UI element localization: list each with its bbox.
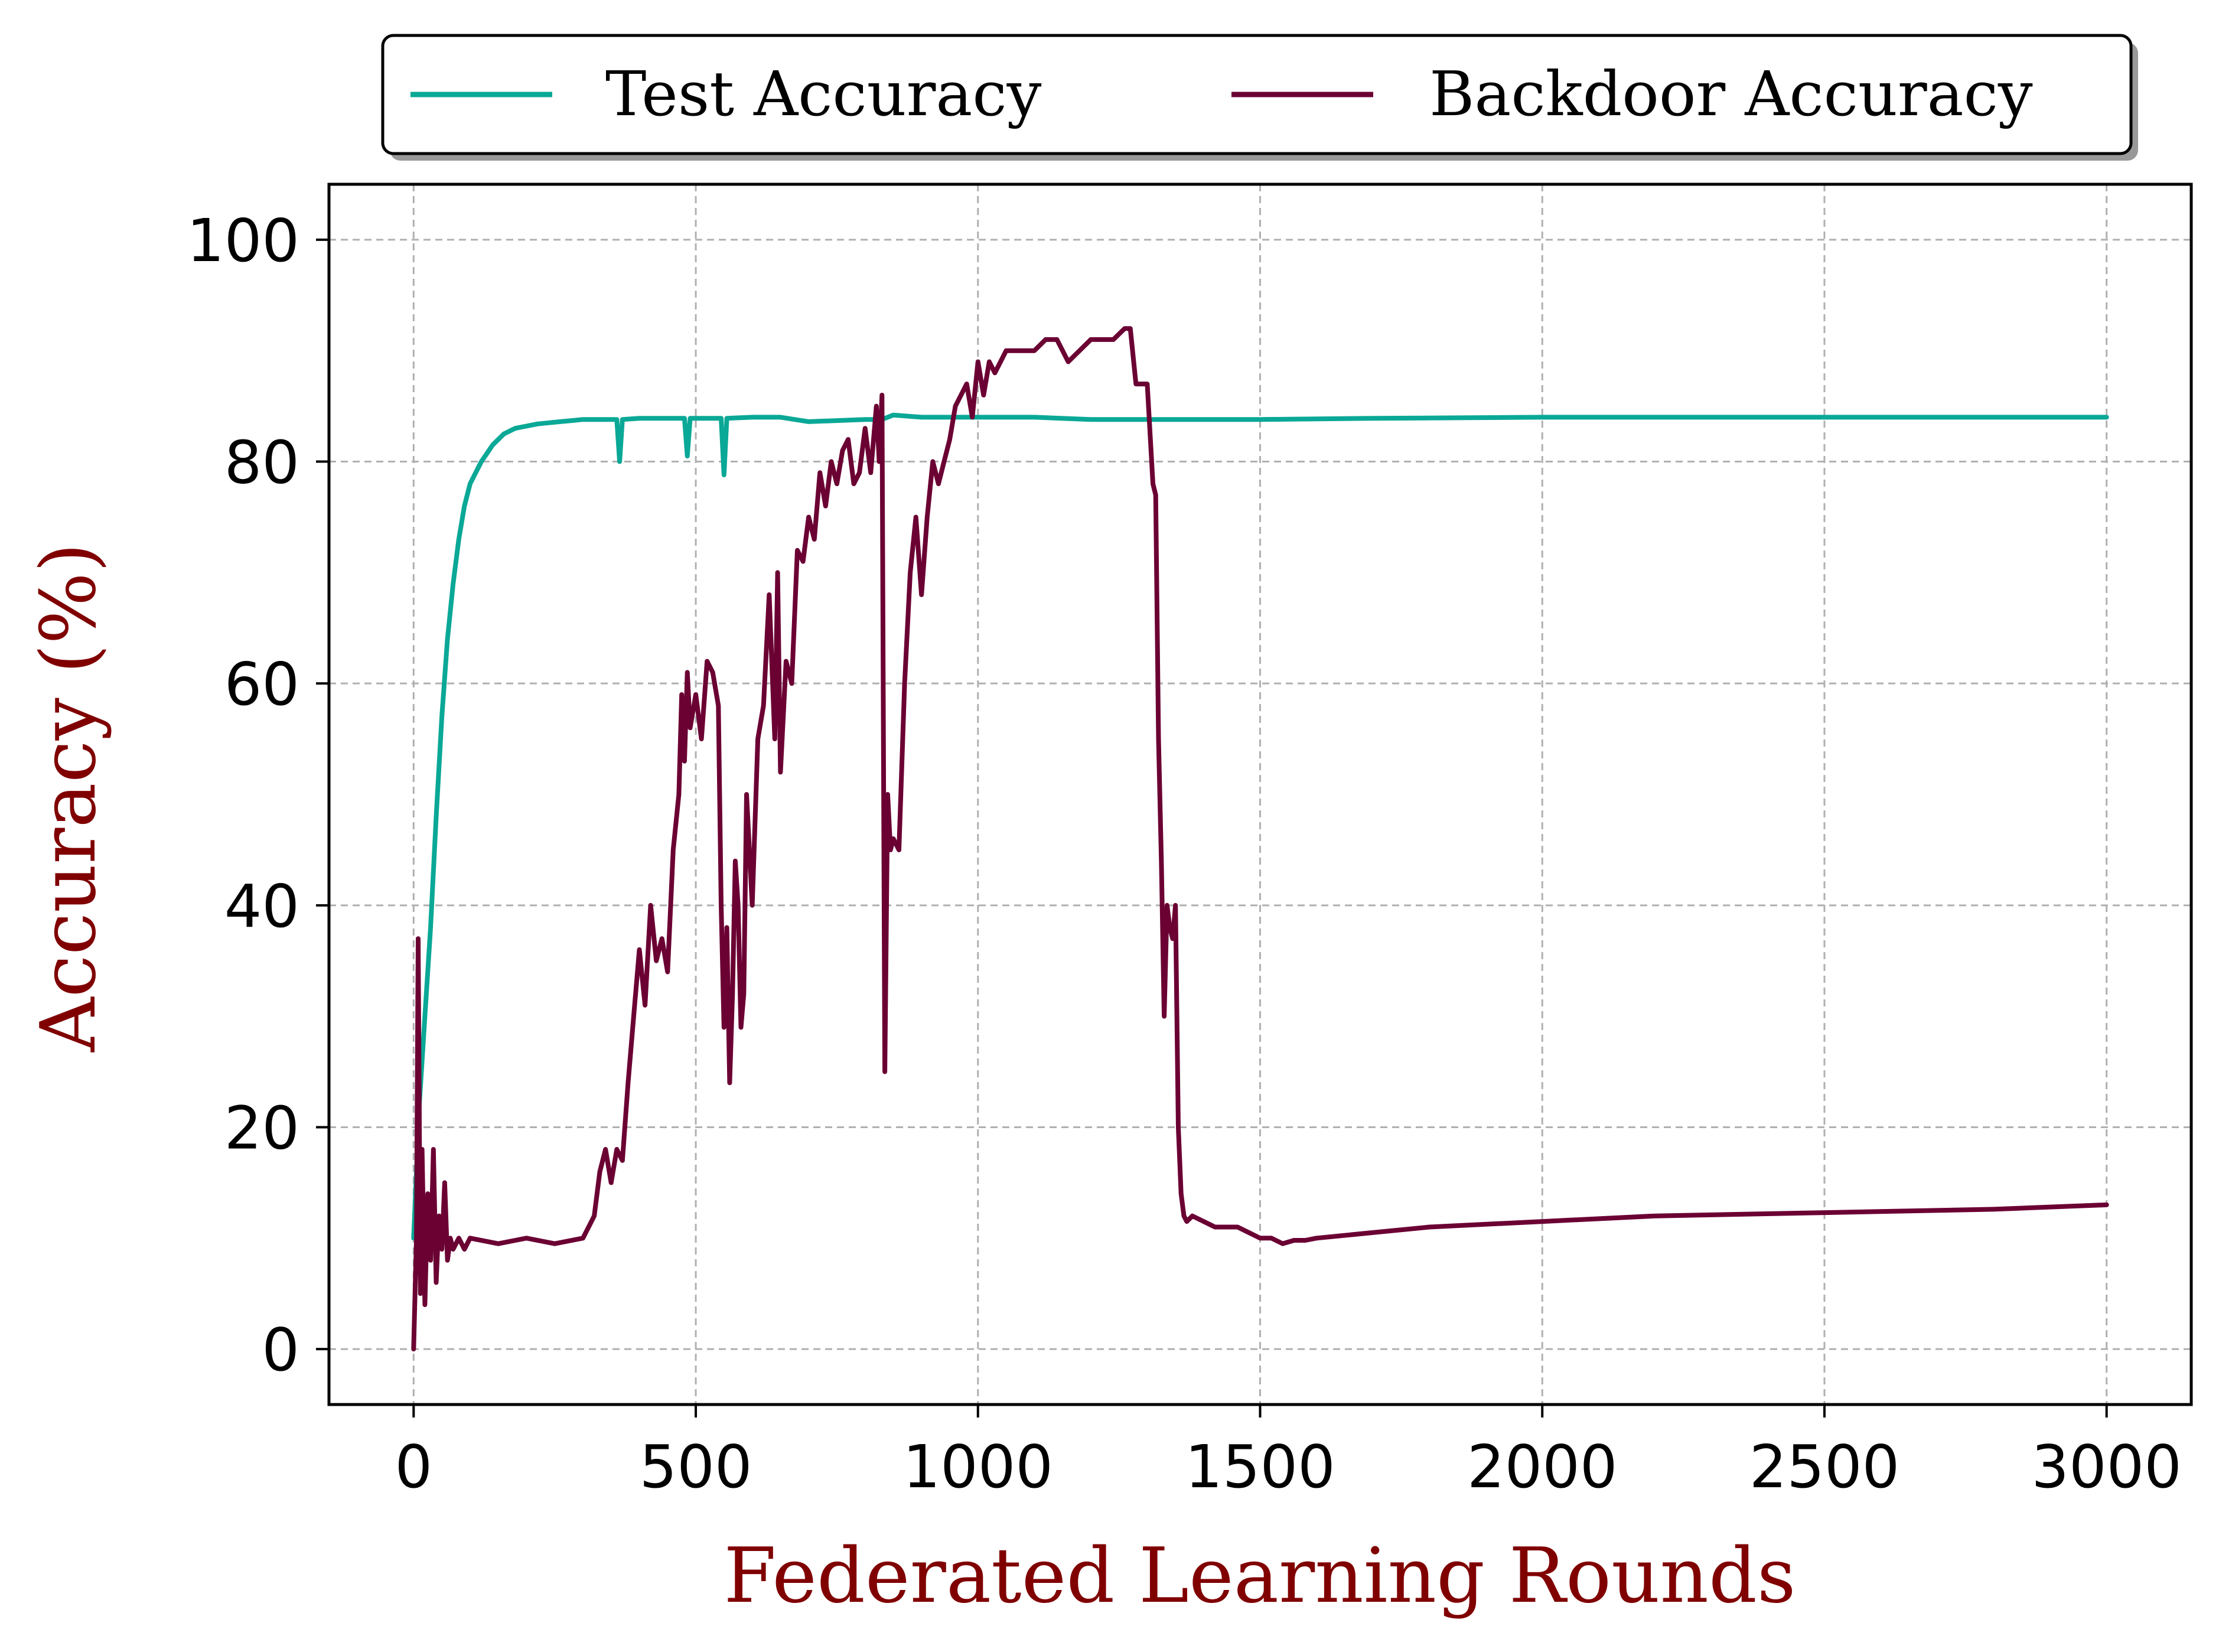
x-tick-label: 500 <box>640 1432 752 1501</box>
legend-label-test-accuracy: Test Accuracy <box>605 58 1042 130</box>
x-tick-label: 2500 <box>1749 1432 1900 1501</box>
y-tick-label: 100 <box>187 206 299 275</box>
x-tick-label: 0 <box>395 1432 433 1501</box>
x-tick-label: 1500 <box>1185 1432 1335 1501</box>
x-tick-label: 2000 <box>1467 1432 1618 1501</box>
x-tick-label: 1000 <box>903 1432 1054 1501</box>
x-axis-label: Federated Learning Rounds <box>724 1532 1796 1620</box>
y-axis-label: Accuracy (%) <box>25 543 113 1053</box>
y-tick-label: 80 <box>224 428 299 497</box>
x-tick-label: 3000 <box>2031 1432 2182 1501</box>
y-tick-label: 40 <box>224 872 299 941</box>
legend: Test Accuracy Backdoor Accuracy <box>381 34 2138 161</box>
legend-label-backdoor-accuracy: Backdoor Accuracy <box>1429 58 2033 130</box>
y-tick-label: 20 <box>224 1093 299 1162</box>
grid <box>329 184 2191 1405</box>
series-line-backdoor-accuracy <box>411 326 2109 1352</box>
series-line-test-accuracy <box>411 412 2109 1241</box>
series-group <box>411 326 2109 1352</box>
axis-ticks: 0 500 1000 1500 2000 2500 3000 0 20 40 60 80 100 <box>187 206 2182 1501</box>
y-tick-label: 60 <box>224 650 299 719</box>
y-tick-label: 0 <box>262 1315 299 1384</box>
